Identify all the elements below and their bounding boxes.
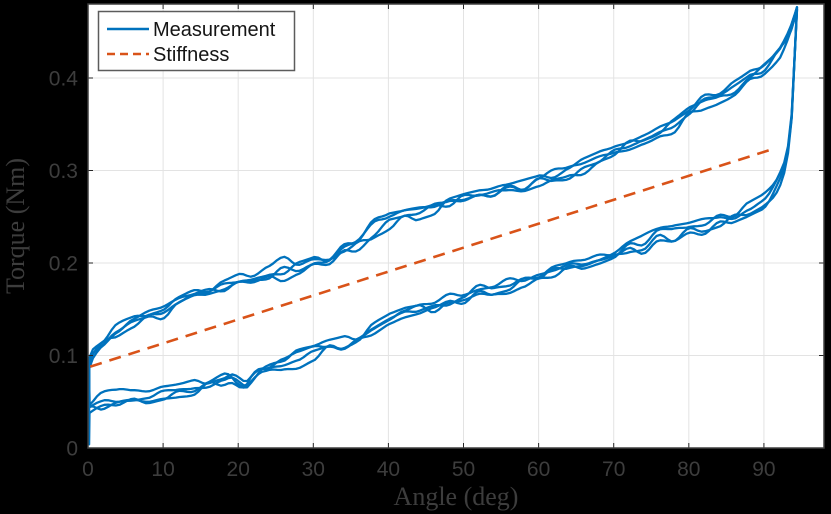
y-tick-label: 0.1 [49, 345, 78, 368]
x-tick-label: 30 [302, 458, 325, 481]
x-tick-label: 50 [452, 458, 475, 481]
tick-labels: 0 10 20 30 40 50 60 70 80 90 0 0.1 0.2 0.3 0.4 [49, 67, 776, 481]
x-tick-label: 0 [82, 458, 94, 481]
x-tick-label: 60 [527, 458, 550, 481]
y-tick-label: 0 [66, 437, 78, 460]
x-tick-label: 20 [227, 458, 250, 481]
legend-label-stiffness: Stiffness [153, 44, 229, 66]
legend-box [97, 10, 296, 72]
x-tick-label: 40 [377, 458, 400, 481]
axes-box [87, 3, 825, 449]
y-tick-label: 0.2 [49, 252, 78, 275]
x-tick-label: 80 [677, 458, 700, 481]
legend[interactable]: Measurement Stiffness [97, 10, 296, 72]
x-axis-label: Angle (deg) [394, 482, 519, 511]
x-tick-label: 10 [151, 458, 174, 481]
measurement-loop [87, 6, 799, 411]
legend-entry-stiffness[interactable]: Stiffness [107, 44, 229, 66]
y-tick-label: 0.3 [49, 160, 78, 183]
legend-entry-measurement[interactable]: Measurement [107, 19, 276, 41]
y-axis-label: Torque (Nm) [1, 158, 30, 294]
x-tick-label: 70 [602, 458, 625, 481]
x-tick-label: 90 [752, 458, 775, 481]
data-series [87, 5, 799, 446]
legend-label-measurement: Measurement [153, 19, 276, 41]
y-tick-label: 0.4 [49, 67, 79, 90]
